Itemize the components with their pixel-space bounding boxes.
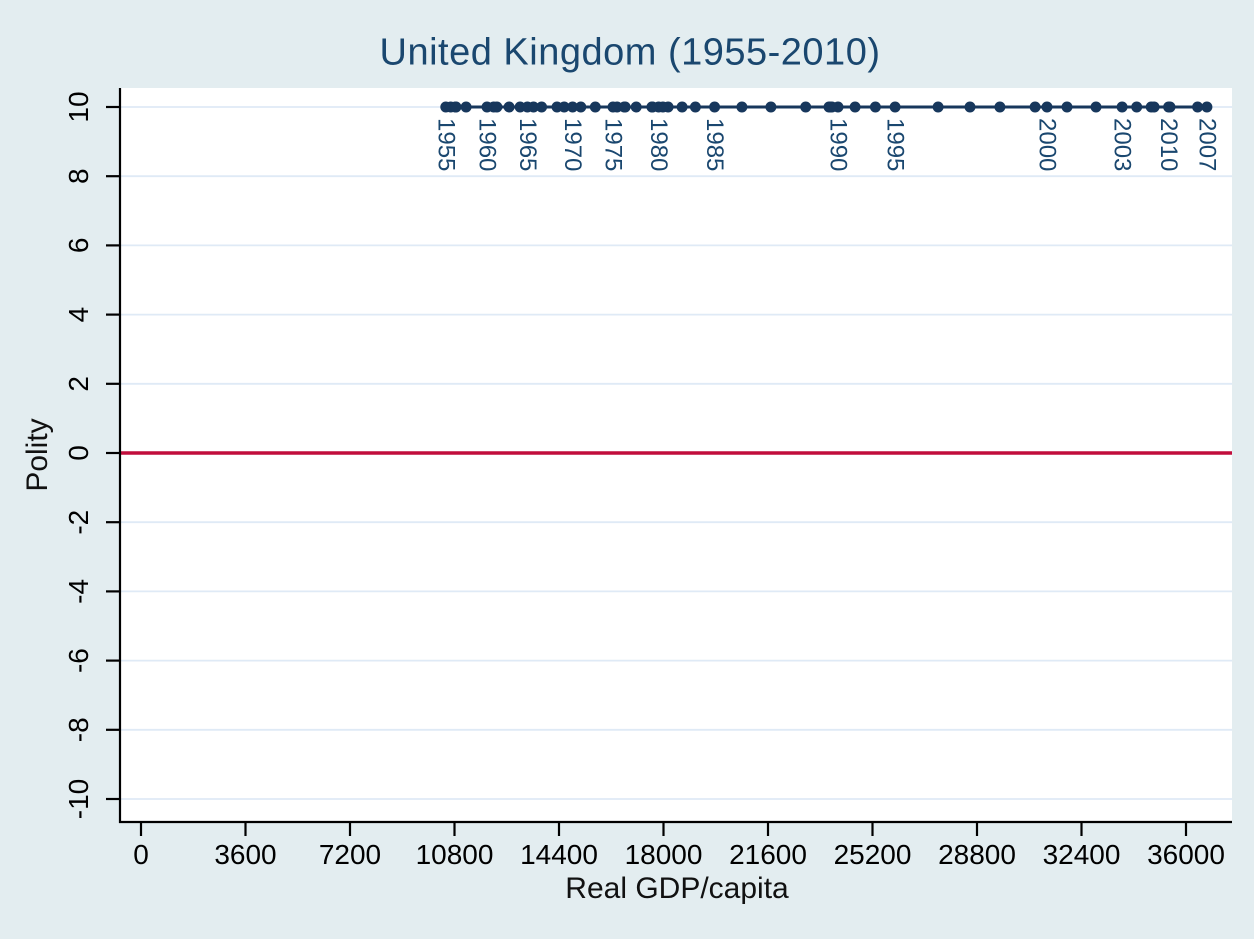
point-year-label: 1995: [882, 118, 909, 171]
point-year-label: 1965: [514, 118, 541, 171]
y-tick-label: 0: [63, 445, 94, 461]
data-point: [1163, 101, 1175, 113]
point-year-label: 1980: [645, 118, 672, 171]
data-point: [889, 101, 901, 113]
x-tick-label: 25200: [834, 839, 912, 870]
data-point: [630, 101, 642, 113]
y-tick-label: 4: [63, 307, 94, 323]
point-year-label: 2007: [1193, 118, 1220, 171]
data-point: [869, 101, 881, 113]
data-point: [503, 101, 515, 113]
point-year-label: 2003: [1109, 118, 1136, 171]
y-tick-label: -10: [63, 779, 94, 819]
data-point: [1148, 101, 1160, 113]
data-point: [1041, 101, 1053, 113]
data-point: [765, 101, 777, 113]
point-year-label: 1985: [701, 118, 728, 171]
y-tick-label: -2: [63, 510, 94, 535]
data-point: [932, 101, 944, 113]
data-point: [607, 101, 619, 113]
x-tick-label: 21600: [729, 839, 807, 870]
data-point: [800, 101, 812, 113]
data-point: [1029, 101, 1041, 113]
point-year-label: 2000: [1034, 118, 1061, 171]
point-year-label: 1955: [432, 118, 459, 171]
x-tick-label: 28800: [938, 839, 1016, 870]
data-point: [619, 101, 631, 113]
data-point: [994, 101, 1006, 113]
data-point: [1201, 101, 1213, 113]
data-point: [567, 101, 579, 113]
x-tick-label: 32400: [1043, 839, 1121, 870]
point-year-label: 1960: [474, 118, 501, 171]
data-point: [689, 101, 701, 113]
data-point: [709, 101, 721, 113]
chart-title: United Kingdom (1955-2010): [379, 31, 881, 74]
y-tick-label: -6: [63, 648, 94, 673]
y-axis-title: Polity: [21, 418, 54, 492]
data-point: [826, 101, 838, 113]
x-tick-label: 7200: [319, 839, 381, 870]
data-point: [589, 101, 601, 113]
y-tick-label: 2: [63, 376, 94, 392]
x-tick-label: 36000: [1147, 839, 1225, 870]
data-point: [849, 101, 861, 113]
data-point: [1116, 101, 1128, 113]
x-tick-label: 0: [133, 839, 149, 870]
data-point: [528, 101, 539, 113]
x-tick-label: 18000: [625, 839, 703, 870]
data-point: [575, 101, 587, 113]
data-point: [1090, 101, 1102, 113]
data-point: [676, 101, 688, 113]
y-tick-label: 8: [63, 168, 94, 184]
data-point: [491, 101, 503, 113]
x-tick-label: 3600: [214, 839, 276, 870]
data-point: [1061, 101, 1073, 113]
data-point: [1131, 101, 1143, 113]
data-point: [736, 101, 748, 113]
y-tick-label: 10: [63, 91, 94, 122]
data-point: [1192, 101, 1204, 113]
point-year-label: 1970: [559, 118, 586, 171]
data-point: [460, 101, 472, 113]
plot-background: [120, 88, 1232, 822]
y-tick-label: 6: [63, 238, 94, 254]
point-year-label: 1975: [600, 118, 627, 171]
point-year-label: 1990: [825, 118, 852, 171]
x-tick-label: 10800: [416, 839, 494, 870]
data-point: [964, 101, 976, 113]
data-point: [450, 101, 462, 113]
data-point: [657, 101, 669, 113]
data-point: [536, 101, 548, 113]
data-point: [647, 101, 658, 113]
y-tick-label: -4: [63, 579, 94, 604]
y-tick-label: -8: [63, 717, 94, 742]
x-tick-label: 14400: [520, 839, 598, 870]
x-axis-title: Real GDP/capita: [565, 872, 789, 905]
point-year-label: 2010: [1155, 118, 1182, 171]
data-point: [558, 101, 570, 113]
